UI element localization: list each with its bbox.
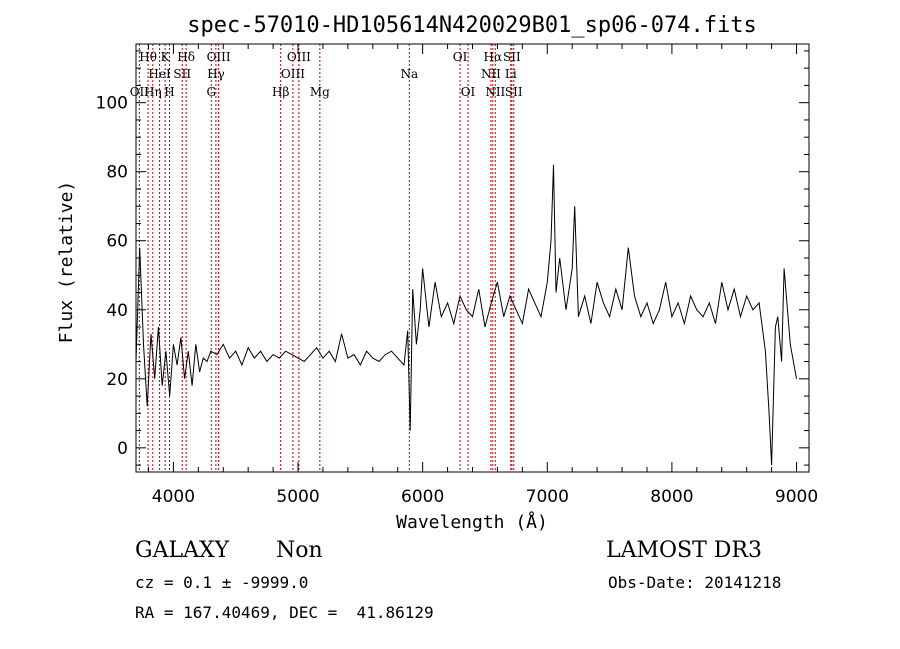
line-marker-label: H <box>164 85 174 99</box>
line-marker-label: Na <box>400 67 418 81</box>
line-marker-label: SII <box>173 67 191 81</box>
x-tick-label: 6000 <box>401 487 444 507</box>
line-marker-label: K <box>161 50 171 64</box>
redshift-cz: cz = 0.1 ± -9999.0 <box>135 573 309 592</box>
x-tick-label: 9000 <box>775 487 818 507</box>
line-marker-label: OI <box>453 50 468 64</box>
x-axis-label: Wavelength (Å) <box>396 511 548 533</box>
survey-name: LAMOST DR3 <box>606 538 762 563</box>
line-marker-label: HeI <box>148 67 171 81</box>
line-marker-label: Hθ <box>139 50 157 64</box>
object-class: GALAXY <box>135 538 230 563</box>
object-subclass: Non <box>276 538 323 563</box>
x-tick-label: 5000 <box>276 487 319 507</box>
line-marker-label: Li <box>505 67 517 81</box>
line-marker-label: OIII <box>207 50 231 64</box>
y-tick-label: 0 <box>117 439 128 459</box>
plot-frame <box>135 43 810 473</box>
line-marker-label: Hα <box>484 50 503 64</box>
line-marker-label: OIII <box>281 67 305 81</box>
line-marker-label: Mg <box>310 85 330 99</box>
line-marker-label: Hδ <box>177 50 195 64</box>
line-marker-label: OII <box>130 85 150 99</box>
line-marker-labels: OII Hθ Hη HeI K H SII Hδ G Hγ OIII Hβ OIII OIII Mg Na OI… <box>130 50 523 99</box>
line-marker-label: G <box>206 85 216 99</box>
line-marker-label: NII <box>485 85 505 99</box>
chart-title: spec-57010-HD105614N420029B01_sp06-074.f… <box>187 13 757 38</box>
line-markers <box>138 44 515 472</box>
line-marker-label: OI <box>461 85 476 99</box>
coordinates: RA = 167.40469, DEC = 41.86129 <box>135 603 434 622</box>
y-tick-label: 20 <box>106 370 128 390</box>
y-axis-label: Flux (relative) <box>56 181 77 344</box>
y-tick-label: 100 <box>96 94 128 114</box>
x-tick-label: 4000 <box>152 487 195 507</box>
y-tick-label: 80 <box>106 163 128 183</box>
line-marker-label: OIII <box>287 50 311 64</box>
x-tick-label: 8000 <box>650 487 693 507</box>
y-axis-ticks: 0 20 40 60 80 100 <box>96 50 809 466</box>
line-marker-label: Hη <box>144 85 162 99</box>
x-tick-label: 7000 <box>526 487 569 507</box>
line-marker-label: Hγ <box>207 67 225 81</box>
observation-date: Obs-Date: 20141218 <box>608 573 782 592</box>
x-axis-ticks: 4000 5000 6000 7000 8000 9000 <box>147 44 818 507</box>
y-tick-label: 40 <box>106 301 128 321</box>
spectrum-line <box>135 164 797 466</box>
line-marker-label: NII <box>481 67 501 81</box>
y-tick-label: 60 <box>106 232 128 252</box>
line-marker-label: SII <box>505 85 523 99</box>
line-marker-label: Hβ <box>272 85 289 99</box>
line-marker-label: SII <box>503 50 521 64</box>
